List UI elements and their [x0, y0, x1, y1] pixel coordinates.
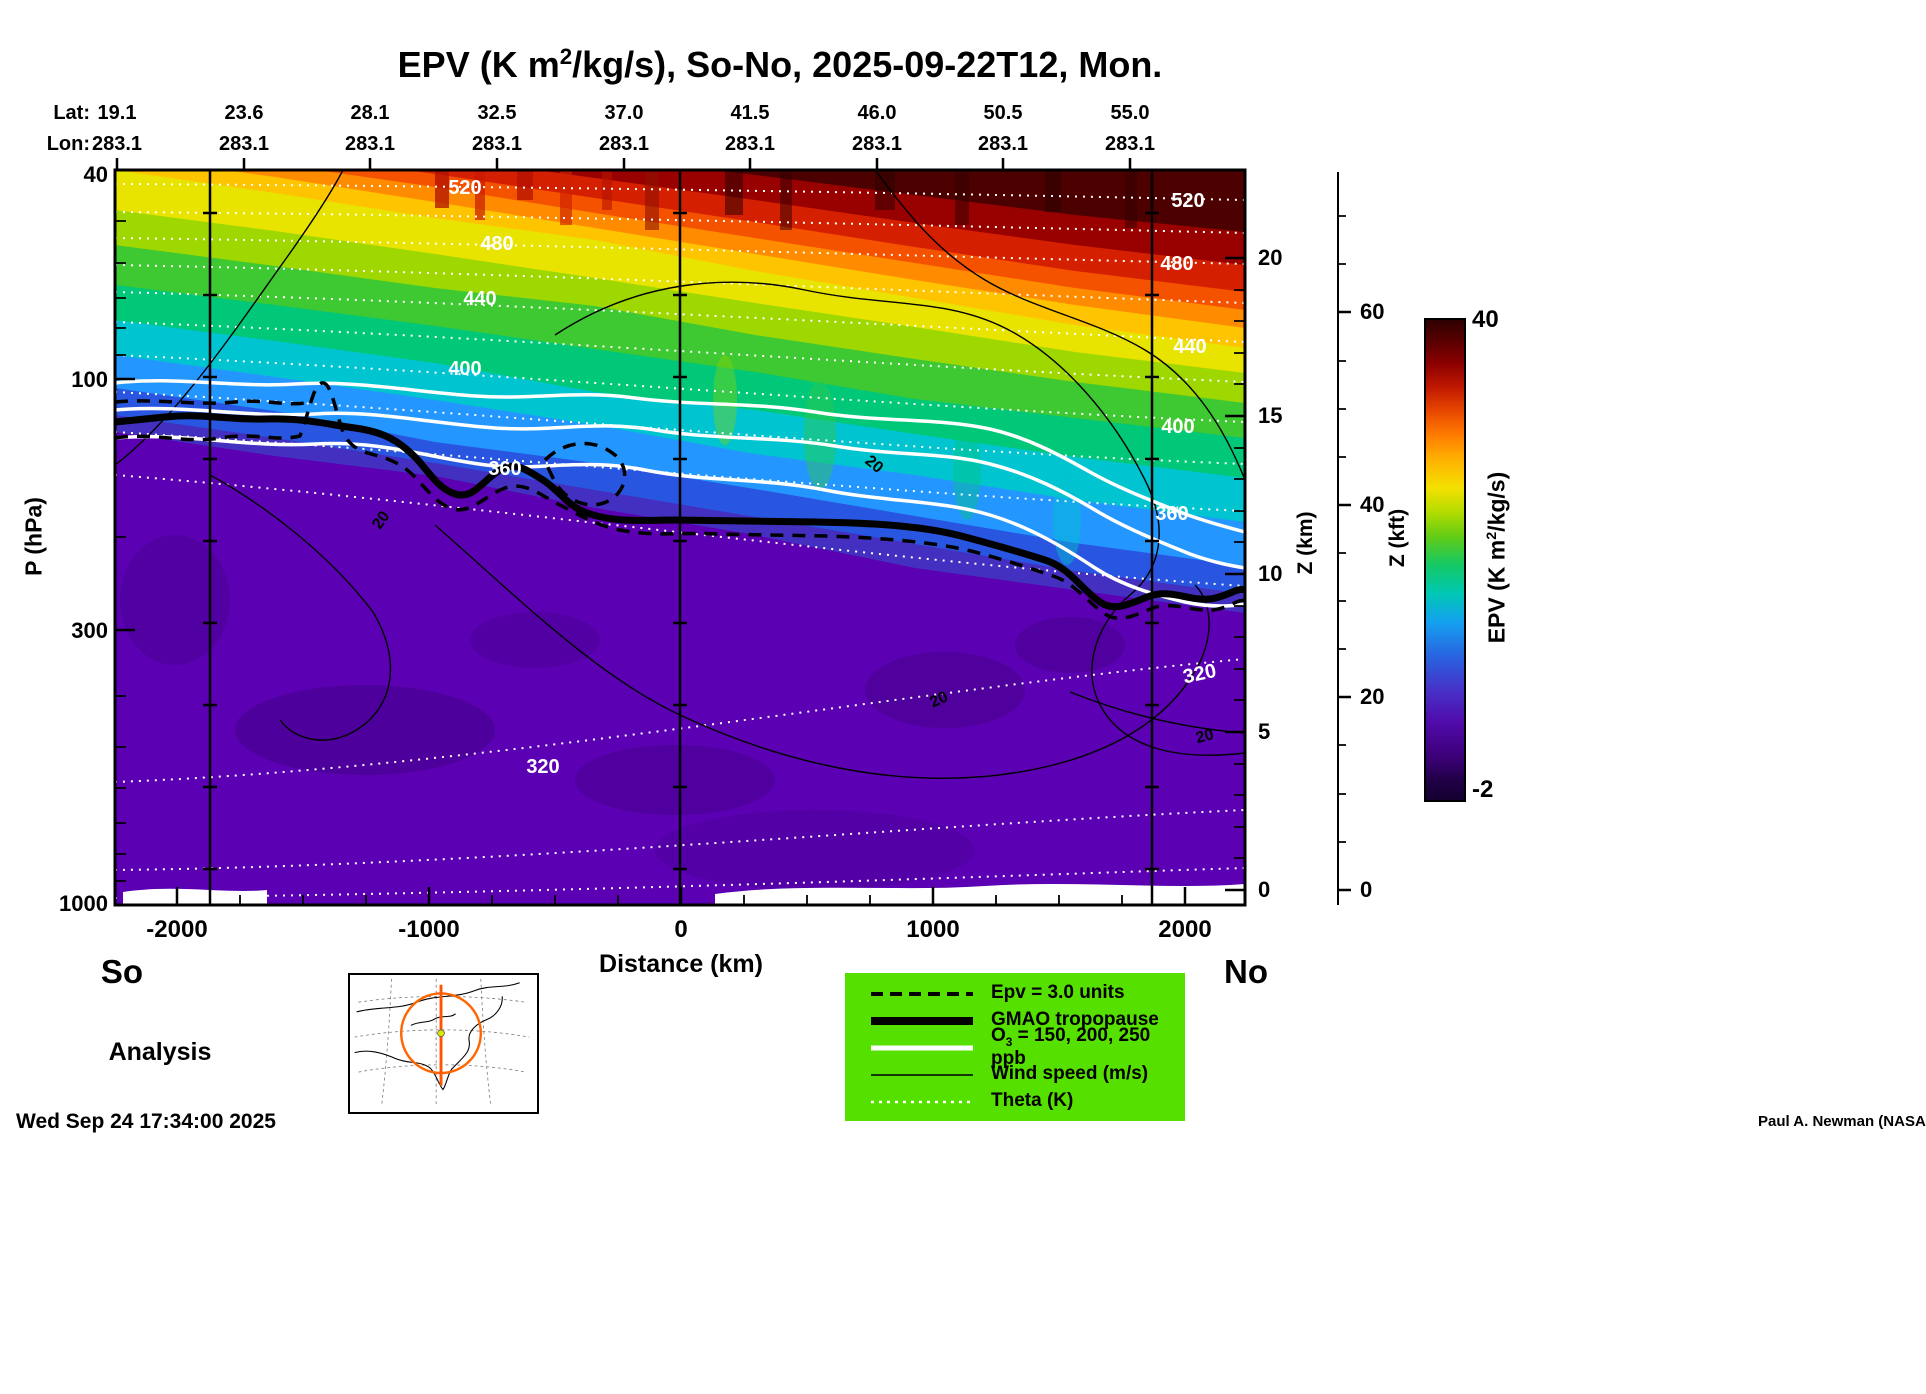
zkft-tick-label: 60 — [1360, 299, 1385, 324]
page-title: EPV (K m2/kg/s), So-No, 2025-09-22T12, M… — [180, 44, 1380, 86]
legend-label: Theta (K) — [991, 1090, 1073, 1114]
zkm-tick-label: 10 — [1258, 561, 1283, 586]
lon-value: 283.1 — [598, 133, 650, 155]
legend-label: O3 = 150, 200, 250 ppb — [991, 1025, 1185, 1071]
zkft-tick-label: 0 — [1360, 877, 1373, 902]
theta-label: 400 — [1161, 416, 1194, 438]
legend-label: Wind speed (m/s) — [991, 1063, 1148, 1087]
theta-label: 520 — [448, 177, 481, 199]
legend-label: Epv = 3.0 units — [991, 982, 1125, 1006]
dashed-line-swatch — [871, 991, 973, 996]
colorbar-max-label: 40 — [1472, 306, 1499, 333]
zkft-tick-label: 40 — [1360, 492, 1385, 517]
x-tick-label: -2000 — [146, 916, 208, 943]
zkft-axis-label: Z (kft) — [1386, 508, 1409, 568]
theta-label: 440 — [463, 288, 496, 310]
x-axis-label: Distance (km) — [599, 950, 763, 978]
zkft-tick-label: 20 — [1360, 684, 1385, 709]
zkm-tick-label: 15 — [1258, 403, 1283, 428]
legend-text: Theta (K) — [991, 1089, 1074, 1111]
theta-label: 360 — [488, 458, 521, 480]
x-tick-label: 0 — [674, 916, 688, 943]
lon-value: 283.1 — [218, 133, 270, 155]
p-tick-label: 40 — [83, 162, 108, 187]
colorbar-label-pre: EPV (K m — [1483, 539, 1510, 644]
lon-value: 283.1 — [471, 133, 523, 155]
lat-value: 46.0 — [857, 102, 897, 124]
p-tick-label: 100 — [71, 367, 108, 392]
zkm-axis-label: Z (km) — [1294, 511, 1317, 575]
map-inset — [348, 973, 539, 1114]
lat-value: 50.5 — [983, 102, 1023, 124]
zkm-tick-label: 5 — [1258, 719, 1271, 744]
title-post: /kg/s), So-No, 2025-09-22T12, Mon. — [572, 44, 1163, 85]
lat-value: 55.0 — [1110, 102, 1150, 124]
title-pre: EPV (K m — [397, 44, 560, 85]
x-tick-label: 1000 — [906, 916, 960, 943]
endpoint-end-label: No — [1224, 953, 1268, 990]
lat-row-label: Lat: — [53, 102, 90, 124]
title-sup: 2 — [559, 44, 573, 69]
map-center-marker — [437, 1029, 445, 1038]
legend-text-post: = 150, 200, 250 ppb — [991, 1024, 1151, 1070]
colorbar-label-post: /kg/s) — [1483, 471, 1510, 532]
plot-legend: Epv = 3.0 units GMAO tropopause O3 = 150… — [845, 973, 1185, 1121]
zkft-axis — [1337, 172, 1351, 905]
thin-line-swatch — [871, 1073, 973, 1076]
dotted-white-line-swatch — [871, 1100, 973, 1103]
p-tick-label: 300 — [71, 618, 108, 643]
p-tick-label: 1000 — [59, 891, 108, 916]
lon-value: 283.1 — [344, 133, 396, 155]
epv-colorbar — [1424, 318, 1466, 802]
x-tick-label: -1000 — [398, 916, 460, 943]
theta-label: 520 — [1171, 190, 1204, 212]
theta-label: 360 — [1155, 503, 1188, 525]
lat-value: 28.1 — [350, 102, 390, 124]
theta-label: 480 — [480, 233, 513, 255]
lon-value: 283.1 — [977, 133, 1029, 155]
lon-value: 283.1 — [851, 133, 903, 155]
legend-text: Epv = 3.0 units — [991, 981, 1125, 1003]
lat-value: 41.5 — [730, 102, 770, 124]
credit-label: Paul A. Newman (NASA — [1758, 1113, 1926, 1130]
legend-item-epv3: Epv = 3.0 units — [845, 980, 1185, 1007]
colorbar-min-label: -2 — [1472, 776, 1494, 803]
epv-field-plot: 520 480 440 400 360 320 520 480 440 400 … — [115, 170, 1245, 905]
zkm-tick-label: 20 — [1258, 245, 1283, 270]
lon-value: 283.1 — [91, 133, 143, 155]
endpoint-start-label: So — [100, 953, 144, 990]
p-axis-label: P (hPa) — [20, 497, 47, 576]
x-tick-label: 2000 — [1158, 916, 1212, 943]
theta-label: 320 — [526, 756, 559, 778]
legend-text-sub: 3 — [1005, 1035, 1013, 1049]
theta-label: 400 — [448, 358, 481, 380]
lon-row-label: Lon: — [46, 133, 90, 155]
legend-text: GMAO tropopause — [991, 1008, 1159, 1030]
lon-value: 283.1 — [1104, 133, 1156, 155]
colorbar-axis-label: EPV (K m2/kg/s) — [1484, 428, 1511, 688]
thick-line-swatch — [871, 1016, 973, 1025]
legend-text: Wind speed (m/s) — [991, 1062, 1149, 1084]
lat-value: 37.0 — [604, 102, 644, 124]
analysis-label: Analysis — [108, 1038, 212, 1066]
legend-item-wind: Wind speed (m/s) — [845, 1061, 1185, 1088]
white-line-swatch — [871, 1045, 973, 1050]
map-inset-graphic — [354, 978, 530, 1105]
map-coastlines — [354, 982, 520, 1091]
lat-value: 23.6 — [224, 102, 264, 124]
legend-item-theta: Theta (K) — [845, 1088, 1185, 1115]
colorbar-label-sup: 2 — [1483, 531, 1500, 540]
lat-value: 19.1 — [97, 102, 137, 124]
theta-label: 480 — [1160, 253, 1193, 275]
legend-item-ozone: O3 = 150, 200, 250 ppb — [845, 1025, 1185, 1069]
lon-value: 283.1 — [724, 133, 776, 155]
legend-text: O — [991, 1024, 1006, 1046]
lat-value: 32.5 — [477, 102, 517, 124]
timestamp-label: Wed Sep 24 17:34:00 2025 — [16, 1110, 276, 1133]
legend-label: GMAO tropopause — [991, 1009, 1159, 1033]
theta-label: 440 — [1173, 336, 1206, 358]
legend-item-tropopause: GMAO tropopause — [845, 1007, 1185, 1034]
zkm-tick-label: 0 — [1258, 877, 1271, 902]
